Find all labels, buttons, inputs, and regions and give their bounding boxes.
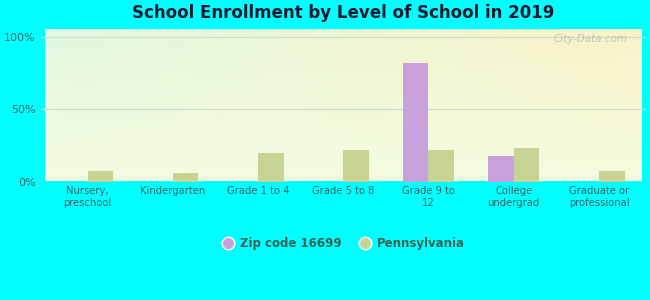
Bar bbox=[428, 150, 454, 181]
Bar bbox=[173, 173, 198, 182]
Legend: Zip code 16699, Pennsylvania: Zip code 16699, Pennsylvania bbox=[217, 232, 469, 255]
Bar bbox=[88, 172, 113, 182]
Bar bbox=[343, 150, 369, 181]
Bar bbox=[258, 153, 283, 181]
Bar bbox=[599, 172, 625, 182]
Bar bbox=[488, 155, 514, 182]
Title: School Enrollment by Level of School in 2019: School Enrollment by Level of School in … bbox=[132, 4, 554, 22]
Text: City-Data.com: City-Data.com bbox=[554, 34, 628, 44]
Bar bbox=[514, 148, 540, 182]
Bar bbox=[403, 63, 428, 182]
